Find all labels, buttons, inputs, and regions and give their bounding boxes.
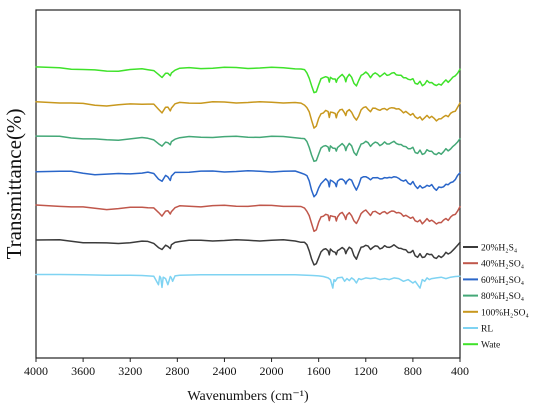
x-axis-label: Wavenumbers (cm⁻¹) — [187, 389, 309, 404]
series-line-3 — [35, 135, 461, 163]
legend-label-5: RL — [481, 325, 493, 335]
legend-label-1: 40%H₂SO₄ — [481, 260, 524, 270]
x-tick-label-3: 2800 — [165, 364, 189, 378]
legend: 20%H₂S₄ 40%H₂SO₄ 60%H₂SO₄ 80%H₂SO₄ 100%H₂SO₄… — [463, 244, 529, 351]
series-line-6 — [35, 66, 461, 94]
y-axis-label: Transmittance(%) — [2, 109, 26, 260]
x-tick-label-7: 1200 — [354, 364, 378, 378]
x-tick-label-0: 4000 — [24, 364, 48, 378]
legend-label-2: 60%H₂SO₄ — [481, 276, 524, 286]
x-tick-label-1: 3600 — [71, 364, 95, 378]
series-line-1 — [35, 204, 461, 233]
x-tick-label-6: 1600 — [307, 364, 331, 378]
series-line-0 — [35, 238, 461, 266]
series-line-4 — [35, 100, 461, 129]
plot-border — [35, 9, 461, 359]
legend-label-3: 80%H₂SO₄ — [481, 292, 524, 302]
legend-label-4: 100%H₂SO₄ — [481, 308, 529, 318]
x-axis: 4000 3600 3200 2800 2400 2000 1600 1200 800 400 — [24, 358, 469, 378]
series-group — [35, 66, 461, 289]
legend-label-6: Wate — [481, 341, 500, 351]
series-line-2 — [35, 169, 461, 198]
legend-label-0: 20%H₂S₄ — [481, 244, 517, 254]
series-line-5 — [35, 273, 461, 289]
plot-frame — [35, 9, 461, 359]
x-tick-label-4: 2400 — [212, 364, 236, 378]
x-tick-label-5: 2000 — [260, 364, 284, 378]
x-tick-label-8: 800 — [404, 364, 422, 378]
x-tick-label-9: 400 — [451, 364, 469, 378]
x-tick-label-2: 3200 — [118, 364, 142, 378]
